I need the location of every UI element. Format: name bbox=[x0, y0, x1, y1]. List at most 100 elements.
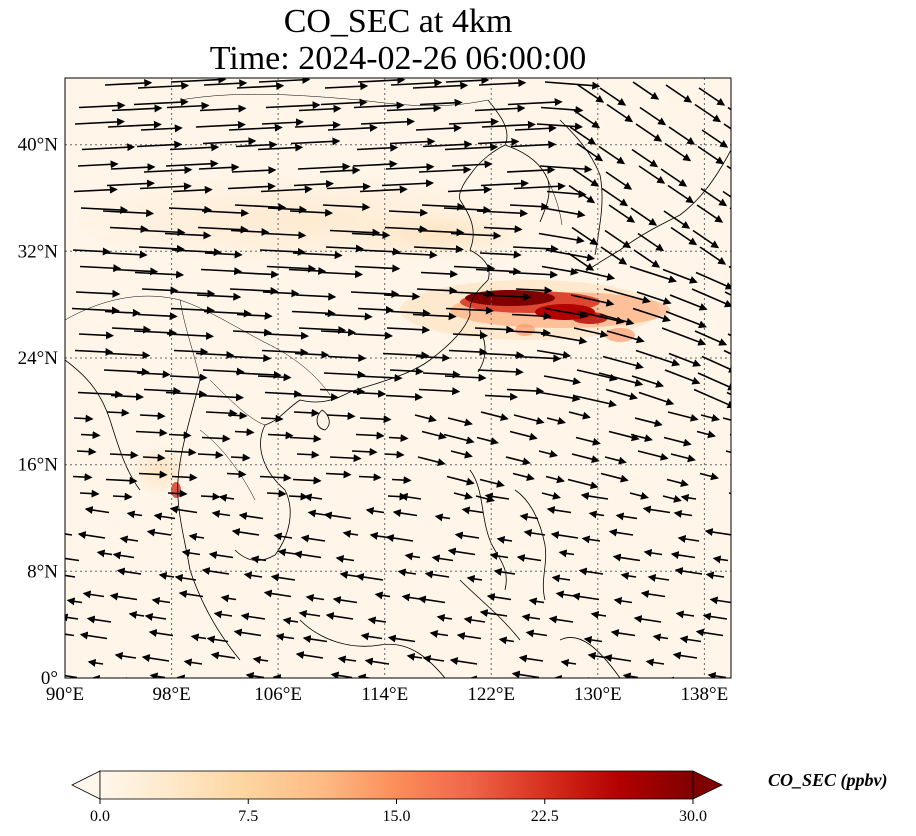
wind-arrow bbox=[226, 470, 247, 479]
wind-arrow bbox=[599, 87, 627, 106]
wind-arrow bbox=[669, 294, 708, 311]
lon-tick-label: 122°E bbox=[467, 684, 515, 705]
wind-arrow bbox=[463, 616, 486, 624]
wind-arrow bbox=[637, 450, 669, 461]
wind-arrow bbox=[359, 415, 392, 424]
wind-arrow bbox=[674, 567, 703, 576]
wind-arrow bbox=[506, 386, 545, 395]
wind-arrow bbox=[357, 305, 394, 314]
wind-arrow bbox=[181, 548, 201, 557]
wind-arrow bbox=[298, 610, 321, 618]
wind-arrow bbox=[493, 568, 516, 576]
wind-arrow bbox=[615, 512, 638, 521]
wind-arrow bbox=[264, 389, 303, 398]
wind-arrow bbox=[87, 658, 104, 667]
wind-arrow bbox=[697, 372, 731, 391]
wind-arrow bbox=[474, 104, 526, 113]
wind-arrow bbox=[576, 142, 604, 162]
wind-arrow bbox=[461, 506, 484, 515]
wind-arrow bbox=[270, 573, 296, 582]
wind-arrow bbox=[666, 478, 689, 487]
wind-arrow bbox=[723, 123, 731, 130]
wind-arrow bbox=[86, 615, 112, 624]
wind-arrow bbox=[602, 355, 644, 370]
wind-arrow bbox=[600, 472, 629, 483]
wind-arrow bbox=[65, 557, 80, 562]
wind-arrow bbox=[383, 292, 421, 301]
wind-arrow bbox=[165, 390, 208, 399]
wind-arrow bbox=[112, 551, 135, 560]
wind-arrow bbox=[141, 286, 179, 295]
wind-arrow bbox=[202, 137, 257, 146]
wind-arrow bbox=[142, 228, 186, 237]
wind-arrow bbox=[543, 375, 582, 386]
wind-arrow bbox=[664, 142, 692, 162]
wind-arrow bbox=[260, 414, 284, 423]
wind-arrow bbox=[178, 590, 204, 599]
lat-tick-label: 0° bbox=[41, 668, 58, 689]
wind-arrow bbox=[590, 610, 607, 619]
wind-arrow bbox=[65, 574, 76, 578]
wind-arrow bbox=[404, 552, 421, 561]
wind-arrow bbox=[335, 554, 355, 563]
wind-arrow bbox=[257, 143, 304, 152]
wind-arrow bbox=[137, 312, 178, 321]
wind-arrow bbox=[384, 225, 428, 234]
wind-arrow bbox=[692, 229, 720, 249]
wind-arrow bbox=[700, 414, 720, 422]
wind-arrow bbox=[322, 202, 371, 211]
wind-arrow bbox=[412, 81, 469, 90]
wind-arrow bbox=[575, 436, 601, 446]
wind-arrow bbox=[386, 325, 431, 334]
wind-arrow bbox=[663, 210, 691, 229]
wind-arrow bbox=[170, 78, 227, 84]
wind-arrow bbox=[546, 506, 572, 515]
map-frame bbox=[64, 77, 732, 679]
lon-tick-label: 98°E bbox=[152, 684, 190, 705]
wind-arrow bbox=[729, 433, 731, 436]
wind-arrow bbox=[325, 612, 354, 621]
wind-arrow bbox=[75, 289, 121, 298]
wind-arrow bbox=[507, 328, 552, 337]
wind-arrow bbox=[298, 325, 347, 334]
wind-arrow bbox=[134, 270, 185, 279]
wind-arrow bbox=[637, 232, 665, 252]
wind-arrow bbox=[197, 225, 249, 234]
wind-arrow bbox=[507, 98, 563, 107]
wind-arrow bbox=[109, 225, 149, 234]
wind-arrow bbox=[694, 103, 722, 123]
wind-arrow bbox=[289, 434, 322, 443]
wind-arrow bbox=[266, 489, 287, 498]
wind-arrow bbox=[633, 615, 662, 624]
wind-arrow bbox=[126, 510, 143, 519]
colorbar: 0.0 7.5 15.0 22.5 30.0 bbox=[71, 770, 723, 825]
wind-arrow bbox=[201, 567, 230, 576]
lat-tick-label: 16°N bbox=[18, 455, 59, 476]
wind-arrow bbox=[325, 470, 352, 479]
wind-arrow bbox=[128, 610, 145, 619]
wind-arrow bbox=[136, 140, 183, 149]
wind-arrow bbox=[104, 79, 153, 88]
wind-arrow bbox=[355, 573, 384, 582]
wind-arrow bbox=[639, 106, 667, 126]
wind-arrow bbox=[498, 636, 515, 645]
wind-arrow bbox=[397, 568, 417, 577]
lat-tick-label: 40°N bbox=[18, 135, 59, 156]
wind-arrow bbox=[434, 513, 451, 522]
wind-arrow bbox=[143, 166, 193, 175]
wind-arrow bbox=[605, 388, 638, 401]
wind-arrow bbox=[195, 350, 235, 359]
wind-arrow bbox=[102, 209, 155, 218]
wind-arrow bbox=[568, 411, 591, 420]
wind-arrow bbox=[359, 185, 408, 194]
wind-arrow bbox=[390, 78, 443, 87]
wind-arrow bbox=[203, 309, 252, 318]
wind-arrow bbox=[114, 652, 137, 660]
wind-arrow bbox=[516, 554, 542, 563]
wind-arrow bbox=[515, 286, 553, 295]
wind-arrow bbox=[201, 434, 231, 443]
colorbar-tick-label: 30.0 bbox=[679, 808, 707, 825]
wind-arrow bbox=[701, 355, 731, 373]
wind-arrow bbox=[140, 124, 183, 133]
